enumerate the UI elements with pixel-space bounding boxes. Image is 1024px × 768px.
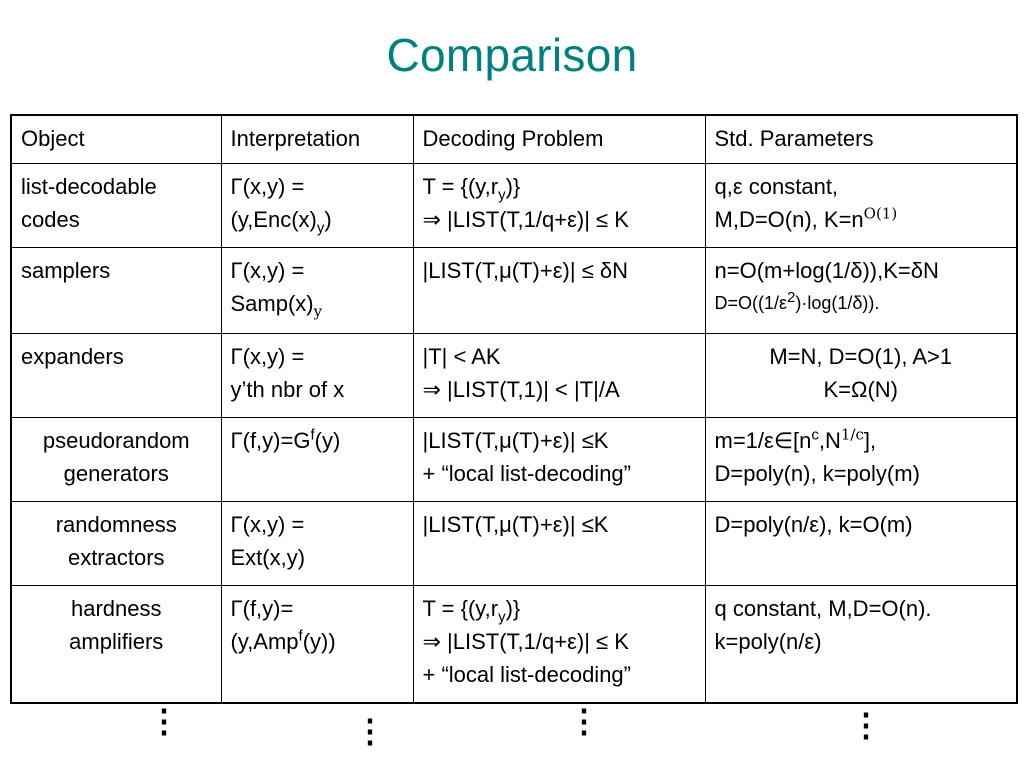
object-cell: hardness amplifiers [10,584,222,704]
parameters-line: D=O((1/ε2)·log(1/δ)). [714,288,880,313]
interpretation-cell: Γ(x,y) = Samp(x)y [220,246,414,334]
interpretation-line: Γ(x,y) = [230,257,305,283]
table-row: samplers Γ(x,y) = Samp(x)y |LIST(T,μ(T)+… [10,246,1018,334]
header-std-parameters: Std. Parameters [704,114,1018,164]
ellipsis-col-1: ⋮ [148,703,180,739]
parameters-line: D=poly(n/ε), k=O(m) [714,511,913,537]
parameters-line: K=Ω(N) [823,376,898,402]
decoding-line: |LIST(T,μ(T)+ε)| ≤K [422,511,609,537]
decoding-line: |LIST(T,μ(T)+ε)| ≤K [422,427,609,453]
interpretation-line: Ext(x,y) [230,544,306,570]
table-row: pseudorandom generators Γ(f,y)=Gf(y) |LI… [10,416,1018,502]
decoding-cell: |T| < AK ⇒ |LIST(T,1)| < |T|/A [412,332,706,418]
table-row: randomness extractors Γ(x,y) = Ext(x,y) … [10,500,1018,586]
interpretation-line: Samp(x)y [230,290,323,320]
object-cell: samplers [10,246,222,334]
decoding-line: |T| < AK [422,343,501,369]
table-row: expanders Γ(x,y) = y’th nbr of x |T| < A… [10,332,1018,418]
interpretation-cell: Γ(x,y) = y’th nbr of x [220,332,414,418]
object-cell: randomness extractors [10,500,222,586]
interpretation-line: Γ(f,y)=Gf(y) [230,426,341,453]
decoding-line: T = {(y,ry)} [422,173,521,203]
slide-title: Comparison [386,29,638,81]
parameters-line: k=poly(n/ε) [714,628,822,654]
parameters-cell: m=1/ε∈[nc,N1/c], D=poly(n), k=poly(m) [704,416,1018,502]
decoding-line: ⇒ |LIST(T,1/q+ε)| ≤ K [422,206,629,232]
parameters-line: q constant, M,D=O(n). [714,595,932,621]
interpretation-cell: Γ(x,y) = (y,Enc(x)y) [220,162,414,248]
decoding-cell: |LIST(T,μ(T)+ε)| ≤K [412,500,706,586]
interpretation-cell: Γ(x,y) = Ext(x,y) [220,500,414,586]
decoding-line: T = {(y,ry)} [422,595,521,625]
parameters-cell: q,ε constant, M,D=O(n), K=nO(1) [704,162,1018,248]
decoding-line: + “local list-decoding” [422,661,631,687]
decoding-line: ⇒ |LIST(T,1/q+ε)| ≤ K [422,628,629,654]
parameters-cell: D=poly(n/ε), k=O(m) [704,500,1018,586]
header-decoding-problem: Decoding Problem [412,114,706,164]
decoding-line: |LIST(T,μ(T)+ε)| ≤ δN [422,257,629,283]
ellipsis-col-3: ⋮ [568,703,600,739]
decoding-cell: |LIST(T,μ(T)+ε)| ≤K + “local list-decodi… [412,416,706,502]
parameters-line: m=1/ε∈[nc,N1/c], [714,425,877,453]
ellipsis-col-4: ⋮ [850,707,882,743]
interpretation-line: Γ(f,y)= [230,595,294,621]
parameters-cell: n=O(m+log(1/δ)),K=δN D=O((1/ε2)·log(1/δ)… [704,246,1018,334]
interpretation-line: Γ(x,y) = [230,343,305,369]
header-object: Object [10,114,222,164]
interpretation-line: y’th nbr of x [230,376,345,402]
object-cell: list-decodable codes [10,162,222,248]
interpretation-line: Γ(x,y) = [230,511,305,537]
decoding-cell: |LIST(T,μ(T)+ε)| ≤ δN [412,246,706,334]
object-cell: expanders [10,332,222,418]
decoding-line: ⇒ |LIST(T,1)| < |T|/A [422,376,620,402]
parameters-line: M,D=O(n), K=nO(1) [714,204,898,232]
decoding-line: + “local list-decoding” [422,460,631,486]
decoding-cell: T = {(y,ry)} ⇒ |LIST(T,1/q+ε)| ≤ K + “lo… [412,584,706,704]
ellipsis-col-2: ⋮ [354,713,386,749]
table-row: hardness amplifiers Γ(f,y)= (y,Ampf(y)) … [10,584,1018,704]
interpretation-cell: Γ(f,y)= (y,Ampf(y)) [220,584,414,704]
table-header-row: Object Interpretation Decoding Problem S… [10,114,1018,164]
parameters-line: M=N, D=O(1), A>1 [769,343,953,369]
comparison-table: Object Interpretation Decoding Problem S… [10,114,1018,704]
parameters-line: q,ε constant, [714,173,839,199]
interpretation-line: (y,Ampf(y)) [230,627,336,654]
decoding-cell: T = {(y,ry)} ⇒ |LIST(T,1/q+ε)| ≤ K [412,162,706,248]
parameters-cell: q constant, M,D=O(n). k=poly(n/ε) [704,584,1018,704]
parameters-cell: M=N, D=O(1), A>1 K=Ω(N) [704,332,1018,418]
table-row: list-decodable codes Γ(x,y) = (y,Enc(x)y… [10,162,1018,248]
interpretation-line: Γ(x,y) = [230,173,305,199]
header-interpretation: Interpretation [220,114,414,164]
parameters-line: n=O(m+log(1/δ)),K=δN [714,257,939,283]
object-cell: pseudorandom generators [10,416,222,502]
parameters-line: D=poly(n), k=poly(m) [714,460,920,486]
interpretation-cell: Γ(f,y)=Gf(y) [220,416,414,502]
interpretation-line: (y,Enc(x)y) [230,206,332,236]
